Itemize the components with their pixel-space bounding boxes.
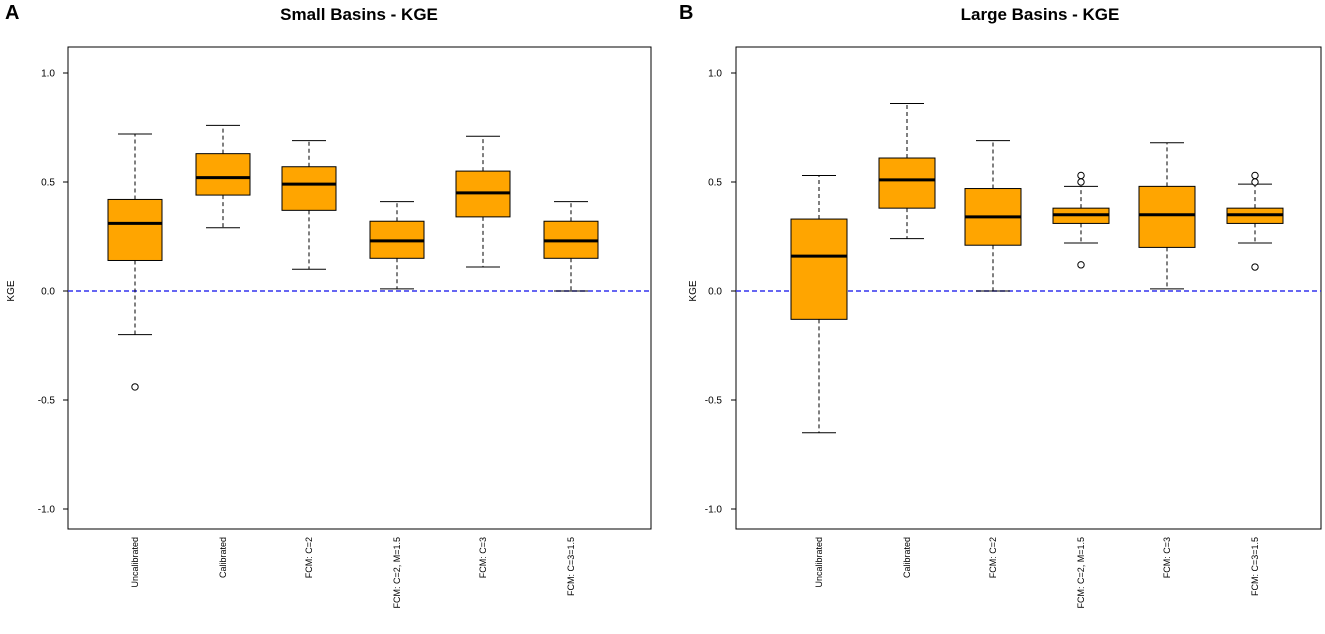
box-6 [1226, 171, 1284, 271]
box-4 [1052, 171, 1110, 269]
outlier-point [131, 383, 139, 391]
x-category-label: Uncalibrated [130, 537, 140, 588]
y-tick-label: 1.0 [41, 69, 55, 80]
y-tick-label: -1.0 [705, 505, 723, 516]
chart-title: Large Basins - KGE [961, 5, 1120, 24]
box-6 [543, 201, 599, 292]
box-5 [1138, 142, 1196, 290]
x-category-label: FCM: C=3=1.5 [1250, 537, 1260, 596]
y-tick-label: 0.0 [41, 287, 55, 298]
panel-label: A [5, 2, 19, 24]
x-category-label: Calibrated [902, 537, 912, 578]
plot-frame [67, 46, 652, 530]
x-category-label: FCM: C=2 [988, 537, 998, 578]
x-category-label: FCM: C=3 [1162, 537, 1172, 578]
y-tick-label: 0.5 [41, 178, 55, 189]
box-body [107, 198, 163, 261]
y-tick-label: -1.0 [38, 505, 56, 516]
chart-panel-a: A Small Basins - KGE KGE 1.0 0.5 0.0 -0.5 -1.0 U… [5, 2, 652, 609]
x-category-label: Uncalibrated [814, 537, 824, 588]
outlier-point [1251, 171, 1259, 180]
x-category-label: FCM: C=3 [478, 537, 488, 578]
outlier-point [1077, 171, 1085, 180]
box-body [790, 218, 848, 320]
y-tick-label: -0.5 [705, 396, 723, 407]
x-category-label: FCM: C=2, M=1.5 [1076, 537, 1086, 609]
box-1 [107, 133, 163, 391]
plot-frame [735, 46, 1322, 530]
box-4 [369, 201, 425, 290]
y-tick-label: 0.0 [708, 287, 722, 298]
box-2 [195, 124, 251, 229]
x-category-label: Calibrated [218, 537, 228, 578]
box-3 [281, 140, 337, 270]
box-body [195, 153, 251, 196]
outlier-point [1077, 178, 1085, 186]
y-tick-label: -0.5 [38, 396, 56, 407]
x-category-label: FCM: C=3=1.5 [566, 537, 576, 596]
outlier-point [1251, 178, 1259, 186]
box-body [878, 157, 936, 209]
y-tick-label: 1.0 [708, 69, 722, 80]
chart-panel-b: B Large Basins - KGE KGE 1.0 0.5 0.0 -0.5 -1.0 U… [679, 2, 1322, 609]
y-axis-label: KGE [6, 280, 17, 301]
box-1 [790, 174, 848, 434]
outlier-point [1251, 263, 1259, 271]
box-3 [964, 140, 1022, 292]
box-2 [878, 103, 936, 240]
y-tick-label: 0.5 [708, 178, 722, 189]
y-axis-label: KGE [688, 280, 699, 301]
box-body [281, 166, 337, 211]
box-5 [455, 135, 511, 268]
panel-label: B [679, 2, 693, 24]
chart-title: Small Basins - KGE [280, 5, 438, 24]
x-category-label: FCM: C=2, M=1.5 [392, 537, 402, 609]
box-body [1138, 185, 1196, 248]
outlier-point [1077, 261, 1085, 269]
x-category-label: FCM: C=2 [304, 537, 314, 578]
